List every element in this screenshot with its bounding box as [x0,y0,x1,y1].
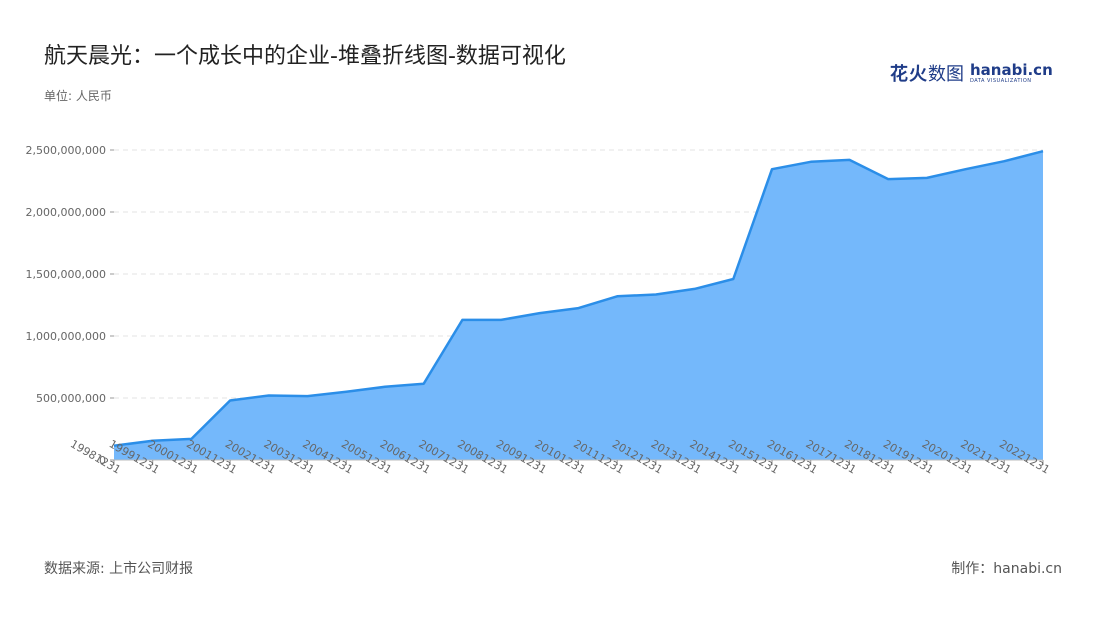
brand-en: hanabi.cn DATA VISUALIZATION [970,60,1053,84]
y-axis-ticks: 0 500,000,000 1,000,000,000 1,500,000,000 2,… [26,144,106,467]
y-tick-label: 1,500,000,000 [26,268,106,281]
y-tick-label: 1,000,000,000 [26,330,106,343]
data-source: 数据来源: 上市公司财报 [44,561,194,577]
maker-credit: 制作：hanabi.cn [951,561,1062,577]
brand-cn-main: 花火 [890,64,928,85]
series-area [113,149,1044,460]
y-tick-label: 2,000,000,000 [26,206,106,219]
brand-en-main: hanabi.cn [970,60,1053,79]
y-tick-label: 500,000,000 [36,392,106,405]
y-tick-label: 0 [99,454,106,467]
series-line [113,149,1044,447]
chart-title: 航天晨光：一个成长中的企业-堆叠折线图-数据可视化 [44,44,566,69]
brand-en-sub: DATA VISUALIZATION [970,77,1032,84]
unit-label: 单位: 人民币 [44,89,112,103]
brand-logo: 花火 数图 hanabi.cn DATA VISUALIZATION [890,60,1053,86]
brand-cn-sub: 数图 [928,64,964,85]
series-area-fill [114,151,1043,460]
y-tick-label: 2,500,000,000 [26,144,106,157]
